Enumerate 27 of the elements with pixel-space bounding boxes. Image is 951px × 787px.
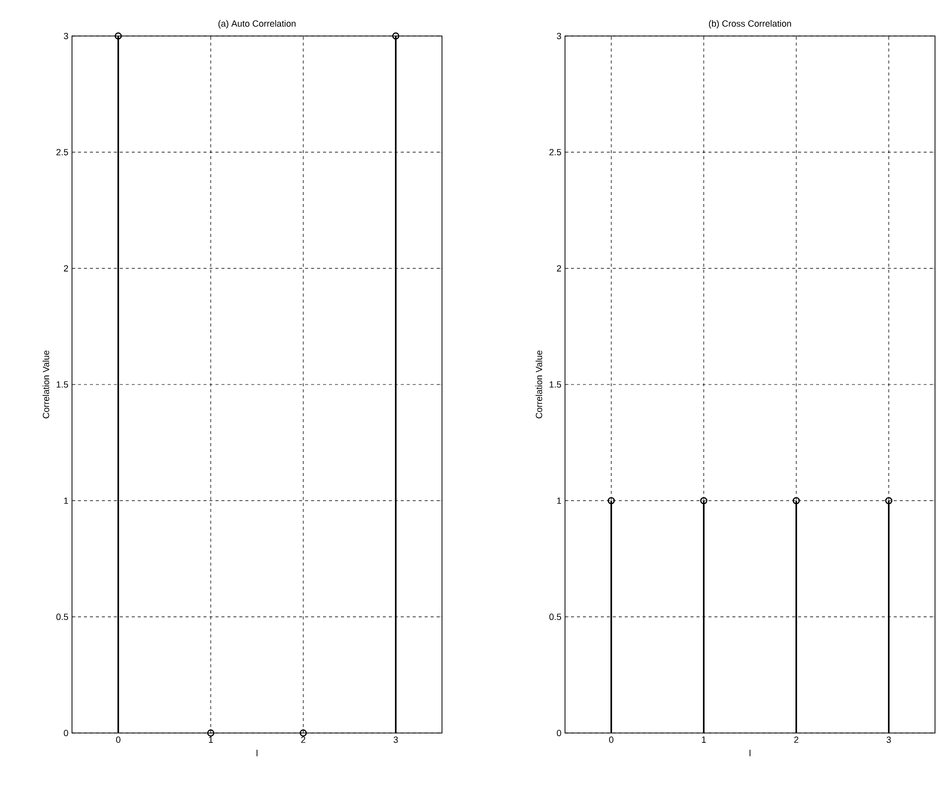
y-tick-label: 2 <box>556 265 562 272</box>
y-tick-label: 1 <box>557 498 562 504</box>
chart-title: (a) Auto Correlation <box>218 20 296 28</box>
chart-title: (b) Cross Correlation <box>708 20 792 28</box>
x-tick-label: 0 <box>609 736 614 743</box>
y-tick-label: 0.5 <box>56 614 68 620</box>
x-tick-label: 3 <box>394 736 398 743</box>
y-tick-label: 2.5 <box>549 148 562 156</box>
y-tick-label: 0 <box>64 730 68 736</box>
y-tick-label: 0 <box>556 730 562 736</box>
y-tick-label: 3 <box>556 32 562 40</box>
y-tick-label: 3 <box>64 32 68 40</box>
y-axis-title: Correlation Value <box>536 350 542 418</box>
y-axis-title: Correlation Value <box>42 350 50 418</box>
y-tick-label: 1.5 <box>56 381 68 388</box>
y-tick-label: 1 <box>64 498 68 504</box>
x-tick-label: 1 <box>208 736 213 743</box>
x-tick-label: 0 <box>116 736 120 743</box>
x-tick-label: 1 <box>702 736 706 743</box>
y-tick-label: 2 <box>64 265 68 272</box>
y-tick-label: 2.5 <box>56 148 68 156</box>
x-tick-label: 2 <box>794 736 798 743</box>
x-tick-label: 2 <box>301 736 306 743</box>
x-axis-title: l <box>256 750 258 756</box>
x-tick-label: 3 <box>886 736 891 743</box>
y-tick-label: 1.5 <box>550 381 562 388</box>
y-tick-label: 0.5 <box>549 614 562 620</box>
